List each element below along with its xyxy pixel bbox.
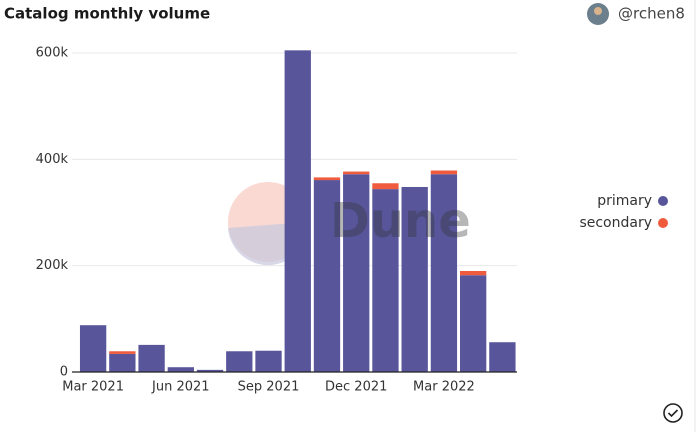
watermark-text: Dune bbox=[330, 193, 471, 249]
x-tick-label: Sep 2021 bbox=[238, 380, 300, 395]
x-tick-label: Dec 2021 bbox=[325, 380, 387, 395]
bar-segment bbox=[459, 275, 487, 372]
bar-segment bbox=[430, 174, 458, 372]
chart-title: Catalog monthly volume bbox=[4, 5, 210, 23]
check-icon[interactable] bbox=[663, 403, 683, 423]
bar-segment bbox=[255, 350, 282, 372]
y-tick-label: 200k bbox=[36, 258, 69, 273]
bar-segment bbox=[109, 353, 136, 372]
bar-segment bbox=[79, 325, 107, 372]
legend-marker bbox=[658, 196, 668, 206]
username[interactable]: @rchen8 bbox=[618, 5, 685, 23]
bar-segment bbox=[372, 183, 399, 190]
x-tick-label: Jun 2021 bbox=[151, 380, 210, 395]
bar-segment bbox=[343, 171, 370, 175]
bar-segment bbox=[109, 351, 136, 354]
y-tick-label: 600k bbox=[36, 46, 69, 61]
y-tick-label: 400k bbox=[36, 152, 69, 167]
bar-segment bbox=[313, 180, 341, 372]
bar-segment bbox=[167, 367, 194, 372]
legend-marker bbox=[658, 218, 668, 228]
bar-segment bbox=[430, 170, 458, 175]
legend-label: secondary bbox=[579, 215, 652, 231]
x-tick-label: Mar 2021 bbox=[62, 380, 124, 395]
bar-segment bbox=[226, 351, 253, 372]
legend-label: primary bbox=[597, 193, 652, 209]
avatar-face bbox=[594, 7, 602, 15]
bar-segment bbox=[313, 177, 341, 181]
y-tick-label: 0 bbox=[60, 365, 68, 380]
bar-segment bbox=[401, 186, 428, 372]
bar-segment bbox=[459, 270, 487, 276]
bar-segment bbox=[372, 189, 399, 372]
bar-segment bbox=[138, 344, 165, 372]
bar-segment bbox=[196, 369, 224, 372]
x-tick-label: Mar 2022 bbox=[413, 380, 475, 395]
bar-segment bbox=[284, 50, 311, 372]
bar-segment bbox=[343, 174, 370, 372]
bar-segment bbox=[489, 342, 516, 372]
